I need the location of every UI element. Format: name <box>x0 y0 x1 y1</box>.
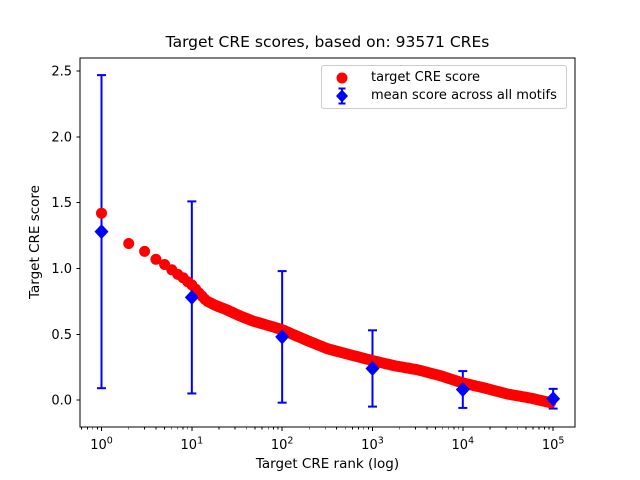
target-score-dot <box>123 238 135 249</box>
mean-score-diamond <box>546 391 561 407</box>
x-tick-label: 101 <box>181 436 204 454</box>
y-tick-label: 2.5 <box>51 65 72 80</box>
mean-score-diamond <box>365 360 380 376</box>
x-tick-label: 105 <box>542 436 565 454</box>
blue-diamond-errorbar-icon <box>336 87 348 105</box>
legend-item-label: mean score across all motifs <box>371 88 557 103</box>
legend-item-mean-score: mean score across all motifs <box>329 87 558 105</box>
x-tick-label: 104 <box>452 436 475 454</box>
x-axis-label: Target CRE rank (log) <box>255 456 400 472</box>
y-tick-label: 0.5 <box>51 328 72 343</box>
legend-item-target-score: target CRE score <box>329 69 558 87</box>
y-tick-label: 1.0 <box>51 262 72 277</box>
mean-score-diamond <box>455 382 470 398</box>
y-tick-label: 1.5 <box>51 196 72 211</box>
mean-score-diamond <box>94 224 109 240</box>
chart-title: Target CRE scores, based on: 93571 CREs <box>165 33 490 51</box>
mean-score-diamond <box>184 289 199 305</box>
mean-score-diamond <box>275 329 290 345</box>
axes-spines <box>79 57 576 428</box>
target-score-dot <box>96 207 107 219</box>
red-dot-icon <box>336 72 348 84</box>
target-score-dot <box>150 253 162 265</box>
y-tick-label: 0.0 <box>51 394 72 409</box>
legend-item-label: target CRE score <box>371 70 481 85</box>
x-tick-label: 103 <box>361 436 384 454</box>
x-tick-label: 100 <box>90 436 113 454</box>
legend: target CRE score mean score across all m… <box>321 65 567 109</box>
y-axis-label: Target CRE score <box>27 185 43 299</box>
x-tick-label: 102 <box>271 436 294 454</box>
target-score-dot <box>139 245 151 257</box>
y-tick-label: 2.0 <box>51 130 72 145</box>
